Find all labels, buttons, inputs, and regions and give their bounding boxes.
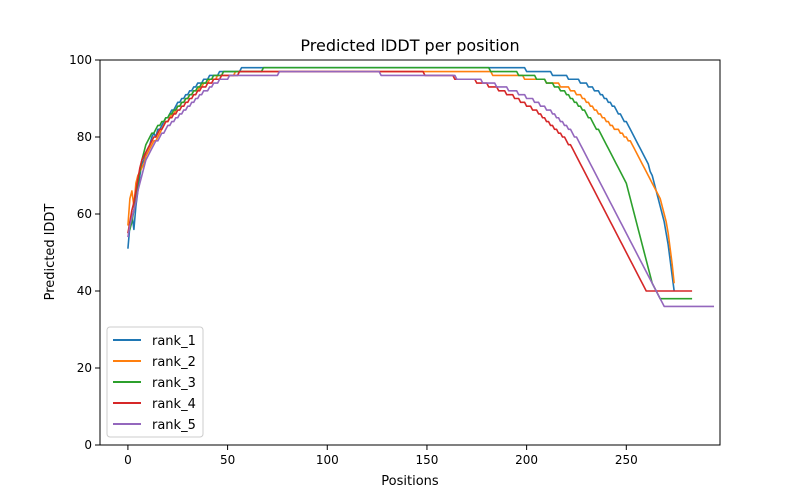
plot-frame	[99, 59, 721, 446]
chart-title: Predicted lDDT per position	[300, 36, 519, 55]
x-tick-label: 200	[515, 453, 538, 467]
y-tick-label: 100	[69, 53, 92, 67]
legend-label-rank_1: rank_1	[152, 334, 196, 349]
y-tick-label: 80	[77, 130, 92, 144]
legend-label-rank_5: rank_5	[152, 418, 196, 433]
y-tick-label: 20	[77, 361, 92, 375]
series-line-rank_2	[127, 70, 675, 284]
y-axis-title: Predicted lDDT	[43, 204, 58, 301]
x-axis: 0 50 100 150 200 250	[124, 445, 638, 467]
x-axis-title: Positions	[381, 474, 439, 489]
legend-label-rank_3: rank_3	[152, 376, 196, 391]
legend-box	[106, 326, 204, 438]
y-tick-label: 40	[77, 284, 92, 298]
x-tick-label: 100	[316, 453, 339, 467]
legend-label-rank_2: rank_2	[152, 355, 196, 370]
series-layer	[127, 66, 715, 308]
y-axis: 0 20 40 60 80 100	[69, 53, 100, 452]
y-tick-label: 60	[77, 207, 92, 221]
x-tick-label: 250	[615, 453, 638, 467]
x-tick-label: 150	[415, 453, 438, 467]
x-tick-label: 0	[124, 453, 132, 467]
series-line-rank_4	[127, 70, 693, 292]
y-tick-label: 0	[84, 438, 92, 452]
x-tick-label: 50	[220, 453, 235, 467]
legend: rank_1 rank_2 rank_3 rank_4 rank_5	[106, 326, 204, 438]
series-line-rank_1	[127, 66, 675, 292]
legend-label-rank_4: rank_4	[152, 397, 196, 412]
series-line-rank_5	[127, 70, 715, 308]
